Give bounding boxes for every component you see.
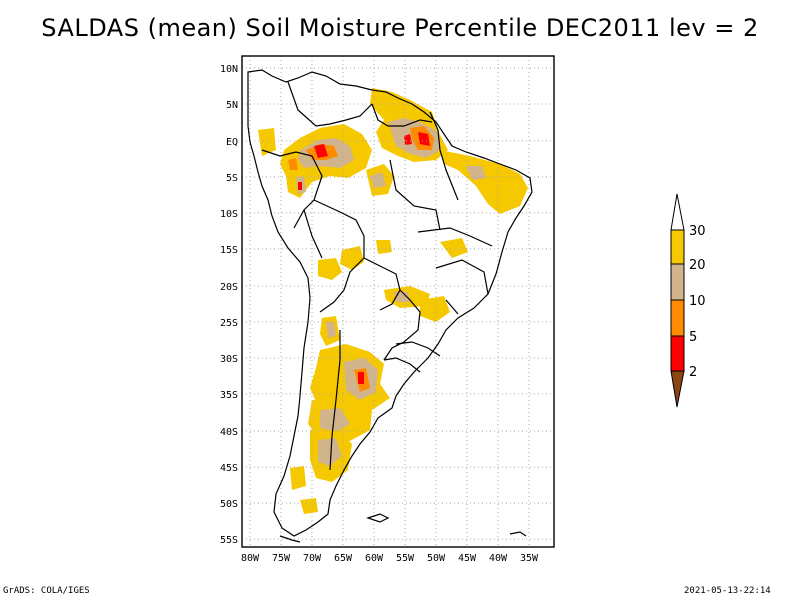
lat-label: 10S bbox=[220, 209, 238, 220]
legend-swatch-5-10 bbox=[670, 299, 685, 337]
color-legend: 30 20 10 5 2 bbox=[670, 193, 706, 408]
lon-label: 45W bbox=[458, 553, 477, 564]
lat-label: 30S bbox=[220, 354, 238, 365]
lat-label: EQ bbox=[226, 137, 238, 148]
lat-label: 40S bbox=[220, 427, 238, 438]
lat-label: 5N bbox=[226, 100, 238, 111]
legend-label: 5 bbox=[689, 330, 697, 345]
lat-label: 10N bbox=[220, 64, 238, 75]
lon-label: 65W bbox=[334, 553, 353, 564]
legend-label: 30 bbox=[689, 224, 706, 239]
lon-label: 75W bbox=[272, 553, 291, 564]
lat-label: 45S bbox=[220, 463, 238, 474]
lon-label: 60W bbox=[365, 553, 384, 564]
lat-label: 25S bbox=[220, 318, 238, 329]
lat-label: 50S bbox=[220, 499, 238, 510]
percentile-shading bbox=[258, 88, 528, 514]
lon-label: 40W bbox=[489, 553, 508, 564]
footer-credit: GrADS: COLA/IGES bbox=[3, 586, 90, 596]
legend-label: 2 bbox=[689, 365, 697, 380]
map-title: SALDAS (mean) Soil Moisture Percentile D… bbox=[41, 14, 759, 42]
map-frame bbox=[241, 55, 555, 548]
lon-label: 35W bbox=[520, 553, 539, 564]
legend-swatch-2-5 bbox=[670, 335, 685, 372]
lon-label: 80W bbox=[241, 553, 260, 564]
lat-axis: 10N 5N EQ 5S 10S 15S 20S 25S 30S 35S 40S… bbox=[220, 64, 238, 546]
coastline bbox=[247, 69, 533, 537]
legend-bottom-arrow bbox=[670, 370, 685, 408]
lat-label: 55S bbox=[220, 535, 238, 546]
islands bbox=[279, 513, 527, 543]
legend-top-arrow bbox=[670, 193, 685, 231]
lat-label: 5S bbox=[226, 173, 238, 184]
lat-label: 20S bbox=[220, 282, 238, 293]
legend-label: 10 bbox=[689, 294, 706, 309]
lon-axis: 80W 75W 70W 65W 60W 55W 50W 45W 40W 35W bbox=[241, 553, 539, 564]
legend-swatch-10-20 bbox=[670, 263, 685, 301]
lon-label: 50W bbox=[427, 553, 446, 564]
legend-label: 20 bbox=[689, 258, 706, 273]
lon-label: 55W bbox=[396, 553, 415, 564]
legend-swatch-20-30 bbox=[670, 229, 685, 265]
lat-label: 35S bbox=[220, 390, 238, 401]
lat-label: 15S bbox=[220, 245, 238, 256]
footer-timestamp: 2021-05-13-22:14 bbox=[684, 586, 771, 596]
lon-label: 70W bbox=[303, 553, 322, 564]
